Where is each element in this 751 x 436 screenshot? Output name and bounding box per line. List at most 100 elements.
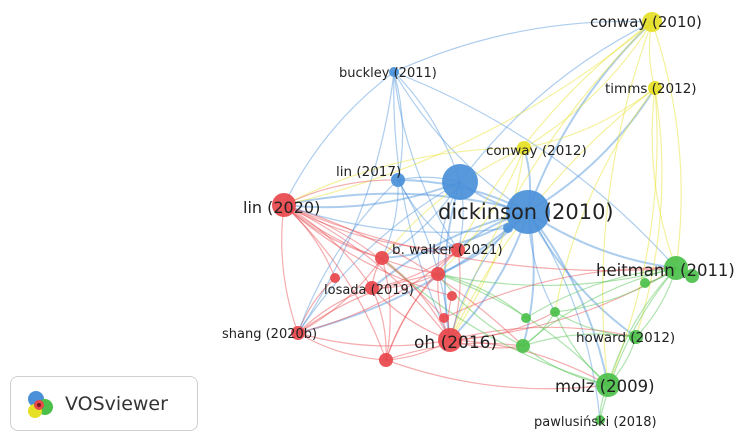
link-buckley2011-lin2020 bbox=[283, 71, 395, 206]
node-label-howard2012[interactable]: howard (2012) bbox=[576, 330, 675, 346]
link-dickinson2010-molz2009 bbox=[527, 211, 609, 386]
link-g5-heitmann2011 bbox=[525, 267, 677, 319]
node-blueHub[interactable] bbox=[442, 164, 478, 200]
node-label-lin2017[interactable]: lin (2017) bbox=[336, 164, 401, 180]
network-labels: conway (2010) buckley (2011) timms (2012) c… bbox=[222, 13, 735, 430]
link-howard2012-g4 bbox=[522, 333, 637, 347]
link-dickinson2010-buckley2011 bbox=[393, 71, 529, 213]
link-shang2020b-oh2016 bbox=[297, 332, 451, 347]
link-r5-r1 bbox=[385, 273, 439, 361]
link-shang2020b-r1 bbox=[297, 273, 439, 334]
node-g1[interactable] bbox=[685, 269, 699, 283]
link-shang2020b-r5 bbox=[297, 332, 387, 361]
node-r6[interactable] bbox=[439, 313, 449, 323]
node-conway2010[interactable] bbox=[642, 12, 662, 32]
node-b1[interactable] bbox=[503, 223, 513, 233]
node-dickinson2010[interactable] bbox=[506, 190, 550, 234]
node-conway2012[interactable] bbox=[517, 141, 531, 155]
link-lin2020-losada2019 bbox=[283, 204, 373, 289]
link-lin2020-lin2017 bbox=[283, 179, 399, 206]
link-r6-heitmann2011 bbox=[443, 267, 677, 319]
link-shang2020b-r2 bbox=[297, 249, 459, 334]
node-g4[interactable] bbox=[516, 339, 530, 353]
link-buckley2011-conway2010 bbox=[393, 20, 653, 73]
link-dickinson2010-pawlusinski2018 bbox=[527, 211, 601, 421]
link-timms2012-molz2009 bbox=[607, 87, 658, 386]
link-r5-bwalker2021 bbox=[381, 257, 391, 361]
link-conway2010-conway2012 bbox=[523, 21, 653, 149]
node-timms2012[interactable] bbox=[648, 81, 662, 95]
link-shang2020b-bwalker2021 bbox=[297, 257, 383, 334]
link-conway2012-oh2016 bbox=[449, 147, 525, 341]
node-shang2020b[interactable] bbox=[291, 326, 305, 340]
node-pawlusinski2018[interactable] bbox=[595, 415, 605, 425]
link-buckley2011-heitmann2011 bbox=[393, 71, 677, 269]
link-conway2010-oh2016 bbox=[449, 21, 653, 341]
node-g5[interactable] bbox=[521, 313, 531, 323]
node-label-lin2020[interactable]: lin (2020) bbox=[243, 198, 320, 217]
node-bwalker2021[interactable] bbox=[375, 251, 389, 265]
link-heitmann2011-g4 bbox=[522, 267, 677, 347]
link-r4-lin2020 bbox=[283, 204, 453, 297]
node-g3[interactable] bbox=[550, 307, 560, 317]
link-conway2010-heitmann2011 bbox=[651, 21, 682, 269]
node-r1[interactable] bbox=[431, 267, 445, 281]
link-timms2012-heitmann2011 bbox=[651, 87, 677, 269]
node-lin2017[interactable] bbox=[391, 173, 405, 187]
node-label-bwalker2021[interactable]: b. walker (2021) bbox=[392, 242, 503, 258]
link-timms2012-conway2012 bbox=[523, 87, 656, 149]
link-lin2020-r2 bbox=[283, 204, 459, 251]
link-lin2020-g4 bbox=[283, 204, 524, 347]
link-heitmann2011-r1 bbox=[437, 267, 677, 287]
link-b1-oh2016 bbox=[449, 227, 509, 341]
node-oh2016[interactable] bbox=[438, 328, 462, 352]
link-buckley2011-shang2020b bbox=[297, 71, 395, 334]
node-molz2009[interactable] bbox=[596, 373, 620, 397]
link-buckley2011-lin2017 bbox=[393, 71, 404, 181]
node-label-buckley2011[interactable]: buckley (2011) bbox=[339, 66, 437, 81]
link-losada2019-r5 bbox=[371, 287, 387, 361]
link-lin2020-oh2016 bbox=[283, 204, 451, 341]
link-timms2012-howard2012 bbox=[635, 87, 663, 338]
link-r5-r2 bbox=[385, 249, 459, 361]
node-label-timms2012[interactable]: timms (2012) bbox=[605, 81, 697, 97]
link-g5-r1 bbox=[437, 273, 527, 319]
node-g2[interactable] bbox=[640, 278, 650, 288]
link-conway2012-bwalker2021 bbox=[381, 147, 525, 259]
link-lin2020-bwalker2021 bbox=[283, 204, 383, 259]
link-lin2020-r5 bbox=[283, 204, 387, 361]
node-label-pawlusinski2018[interactable]: pawlusiński (2018) bbox=[534, 415, 657, 430]
link-blueHub-conway2010 bbox=[459, 21, 653, 183]
node-losada2019[interactable] bbox=[365, 281, 379, 295]
node-label-conway2010[interactable]: conway (2010) bbox=[590, 13, 702, 31]
vosviewer-badge[interactable]: VOSviewer bbox=[10, 376, 198, 431]
link-r5-molz2009 bbox=[385, 359, 609, 390]
node-r4[interactable] bbox=[447, 291, 457, 301]
node-howard2012[interactable] bbox=[629, 330, 643, 344]
node-lin2020[interactable] bbox=[272, 193, 296, 217]
node-r5[interactable] bbox=[379, 353, 393, 367]
node-r2[interactable] bbox=[451, 243, 465, 257]
link-r6-lin2020 bbox=[283, 204, 445, 319]
link-timms2012-g3 bbox=[554, 87, 656, 313]
node-heitmann2011[interactable] bbox=[664, 256, 688, 280]
node-buckley2011[interactable] bbox=[389, 67, 399, 77]
link-heitmann2011-pawlusinski2018 bbox=[599, 267, 677, 421]
node-label-conway2012[interactable]: conway (2012) bbox=[486, 143, 587, 159]
link-losada2019-r2 bbox=[371, 249, 459, 289]
node-label-molz2009[interactable]: molz (2009) bbox=[555, 377, 655, 396]
link-heitmann2011-molz2009 bbox=[607, 267, 677, 386]
network-nodes bbox=[272, 12, 699, 425]
node-r3[interactable] bbox=[330, 273, 340, 283]
node-label-losada2019[interactable]: losada (2019) bbox=[324, 283, 414, 298]
link-buckley2011-oh2016 bbox=[393, 71, 451, 341]
node-label-oh2016[interactable]: oh (2016) bbox=[414, 333, 497, 353]
node-label-dickinson2010[interactable]: dickinson (2010) bbox=[438, 200, 614, 224]
link-dickinson2010-conway2010 bbox=[527, 21, 653, 213]
node-label-heitmann2011[interactable]: heitmann (2011) bbox=[596, 261, 735, 280]
link-heitmann2011-g3 bbox=[554, 267, 677, 313]
node-label-shang2020b[interactable]: shang (2020b) bbox=[222, 327, 317, 342]
link-lin2017-r2 bbox=[397, 179, 459, 251]
link-lin2020-shang2020b bbox=[281, 204, 299, 334]
vosviewer-logo-icon bbox=[28, 390, 53, 418]
